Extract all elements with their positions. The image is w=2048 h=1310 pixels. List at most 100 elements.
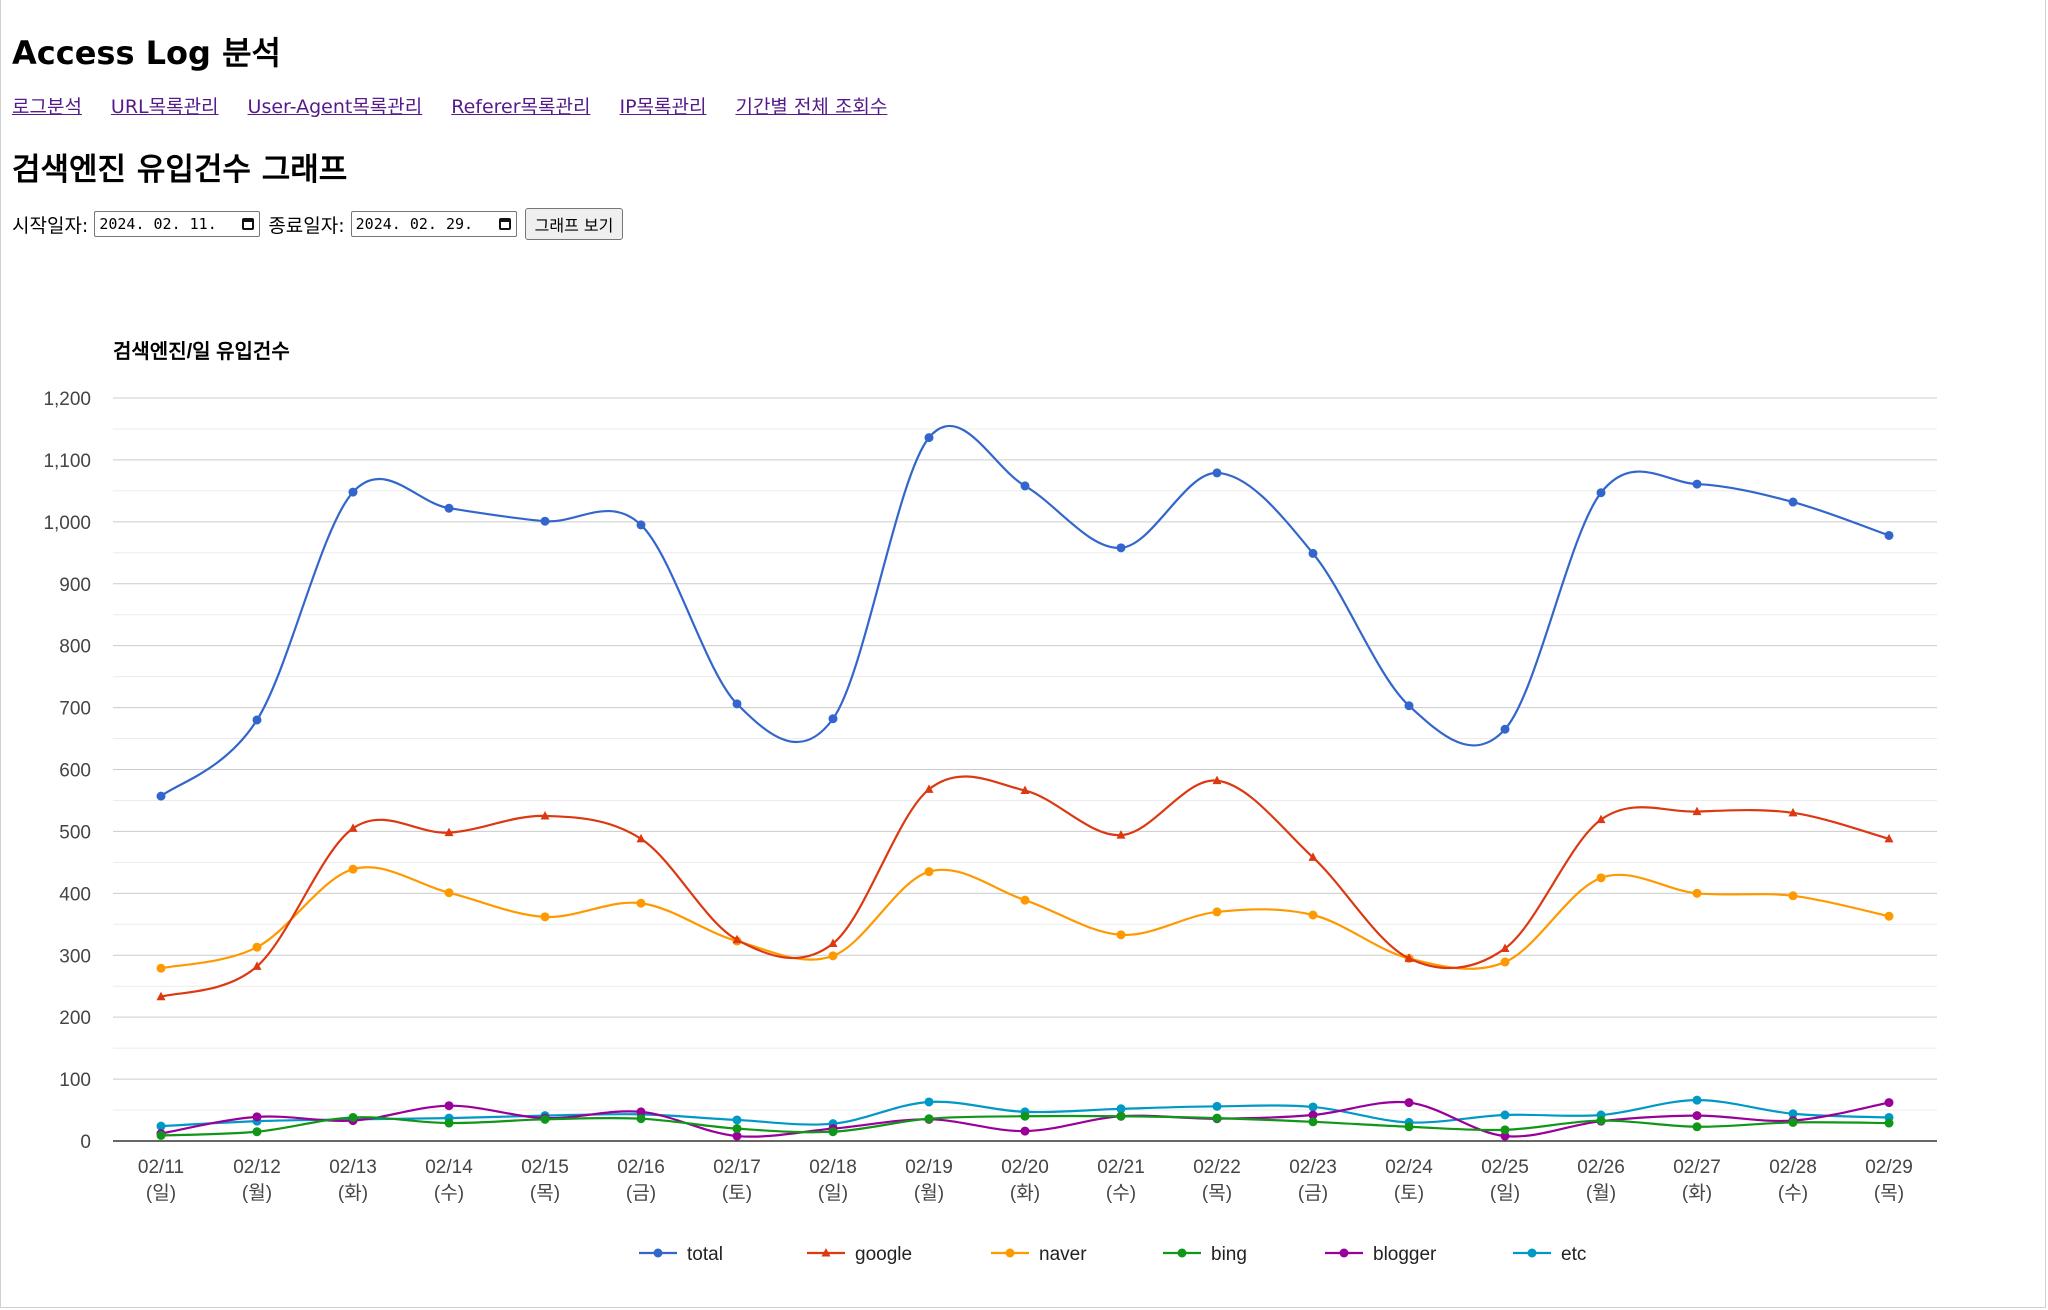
data-point-total — [252, 715, 262, 725]
data-point-bing — [1884, 1118, 1894, 1128]
nav-link-period-views[interactable]: 기간별 전체 조회수 — [735, 96, 888, 118]
data-point-blogger — [1404, 1098, 1414, 1108]
legend-swatch-marker — [1177, 1248, 1187, 1258]
data-point-total — [1116, 543, 1126, 553]
x-tick-date: 02/24 — [1385, 1157, 1433, 1178]
x-tick-date: 02/22 — [1193, 1157, 1241, 1178]
x-tick-date: 02/19 — [905, 1157, 953, 1178]
data-point-etc — [1788, 1109, 1798, 1119]
legend-item-naver[interactable]: naver — [991, 1244, 1087, 1265]
data-point-bing — [1404, 1122, 1414, 1132]
x-tick-date: 02/21 — [1097, 1157, 1145, 1178]
data-point-total — [156, 791, 166, 801]
data-point-total — [1884, 530, 1894, 540]
nav-link-ip-list[interactable]: IP목록관리 — [619, 96, 707, 118]
page-title: 검색엔진 유입건수 그래프 — [12, 152, 348, 188]
legend-swatch-marker — [653, 1248, 663, 1258]
series-line-google — [160, 775, 1890, 998]
x-tick-date: 02/28 — [1769, 1157, 1817, 1178]
data-point-bing — [252, 1127, 262, 1137]
chart-axes: 0 100 200 300 400 500 600 700 800 900 1,000 1,100 1,… — [43, 389, 1937, 1204]
data-point-google — [1212, 775, 1222, 785]
data-point-google — [1500, 943, 1510, 952]
nav-link-user-agent-list[interactable]: User-Agent목록관리 — [247, 96, 423, 118]
chart-series — [156, 424, 1894, 1141]
data-point-etc — [732, 1115, 742, 1125]
data-point-total — [1500, 724, 1510, 734]
x-tick-date: 02/13 — [329, 1157, 377, 1178]
data-point-google — [444, 827, 454, 837]
search-engine-line-chart: 검색엔진/일 유입건수 0 100 200 300 400 500 600 700 800 900… — [43, 340, 1937, 1265]
start-date-input[interactable]: 2024. 02. 11. — [94, 211, 261, 237]
legend-label: total — [687, 1244, 723, 1265]
data-point-total — [1020, 481, 1030, 491]
data-point-naver — [444, 888, 454, 898]
app-title: Access Log 분석 — [12, 34, 281, 72]
data-point-blogger — [732, 1131, 742, 1141]
y-tick-label: 1,200 — [43, 389, 91, 410]
data-point-total — [444, 503, 454, 513]
data-point-naver — [1308, 910, 1318, 920]
data-point-total — [1404, 701, 1414, 711]
x-tick-weekday: (일) — [146, 1182, 176, 1204]
data-point-google — [252, 961, 262, 970]
y-tick-label: 1,100 — [43, 451, 91, 472]
x-tick-weekday: (화) — [338, 1182, 368, 1204]
x-tick-date: 02/15 — [521, 1157, 569, 1178]
data-point-google — [1308, 852, 1318, 861]
x-tick-weekday: (일) — [1490, 1182, 1520, 1204]
y-tick-label: 900 — [59, 575, 91, 596]
data-point-naver — [1020, 895, 1030, 905]
data-point-naver — [1884, 911, 1894, 921]
x-tick-date: 02/29 — [1865, 1157, 1913, 1178]
data-point-bing — [444, 1118, 454, 1128]
data-point-total — [348, 487, 358, 497]
legend-item-blogger[interactable]: blogger — [1325, 1244, 1437, 1265]
data-point-bing — [1692, 1122, 1702, 1132]
data-point-total — [1692, 479, 1702, 489]
data-point-google — [1116, 830, 1126, 839]
show-graph-button[interactable]: 그래프 보기 — [524, 208, 624, 240]
nav-link-referer-list[interactable]: Referer목록관리 — [451, 96, 591, 118]
data-point-total — [732, 699, 742, 709]
data-point-google — [348, 823, 358, 832]
y-tick-label: 600 — [59, 761, 91, 782]
x-tick-date: 02/27 — [1673, 1157, 1721, 1178]
data-point-etc — [1116, 1104, 1126, 1114]
data-point-total — [540, 516, 550, 526]
legend-item-google[interactable]: google — [807, 1244, 912, 1265]
x-tick-date: 02/12 — [233, 1157, 281, 1178]
legend-item-etc[interactable]: etc — [1513, 1244, 1586, 1265]
data-point-bing — [1116, 1111, 1126, 1121]
series-naver — [156, 864, 1894, 973]
data-point-blogger — [252, 1112, 262, 1122]
calendar-icon[interactable] — [242, 218, 255, 230]
x-tick-weekday: (일) — [818, 1182, 848, 1204]
x-tick-weekday: (수) — [1778, 1183, 1808, 1204]
legend-item-bing[interactable]: bing — [1163, 1244, 1247, 1265]
nav-link-log-analysis[interactable]: 로그분석 — [12, 96, 82, 118]
x-tick-weekday: (월) — [242, 1182, 272, 1204]
legend-swatch-marker — [1005, 1248, 1015, 1258]
data-point-bing — [636, 1114, 646, 1124]
chart-legend[interactable]: total google naver bing blogger etc — [639, 1244, 1586, 1265]
data-point-google — [540, 810, 550, 820]
data-point-naver — [924, 867, 934, 877]
chart-gridlines — [113, 397, 1937, 1142]
nav-link-url-list[interactable]: URL목록관리 — [110, 96, 219, 118]
series-bing — [156, 1111, 1894, 1140]
series-total — [156, 424, 1894, 801]
data-point-naver — [1692, 888, 1702, 898]
data-point-etc — [156, 1121, 166, 1131]
calendar-icon[interactable] — [498, 218, 511, 230]
x-tick-weekday: (목) — [1874, 1183, 1904, 1204]
end-date-value: 2024. 02. 29. — [355, 215, 474, 233]
legend-label: etc — [1561, 1244, 1586, 1265]
date-filter-form: 시작일자: 2024. 02. 11. 종료일자: 2024. 02. 29. … — [12, 208, 624, 240]
legend-item-total[interactable]: total — [639, 1244, 723, 1265]
data-point-etc — [1692, 1095, 1702, 1105]
x-tick-weekday: (화) — [1682, 1182, 1712, 1204]
end-date-input[interactable]: 2024. 02. 29. — [350, 211, 517, 237]
data-point-naver — [1116, 930, 1126, 940]
